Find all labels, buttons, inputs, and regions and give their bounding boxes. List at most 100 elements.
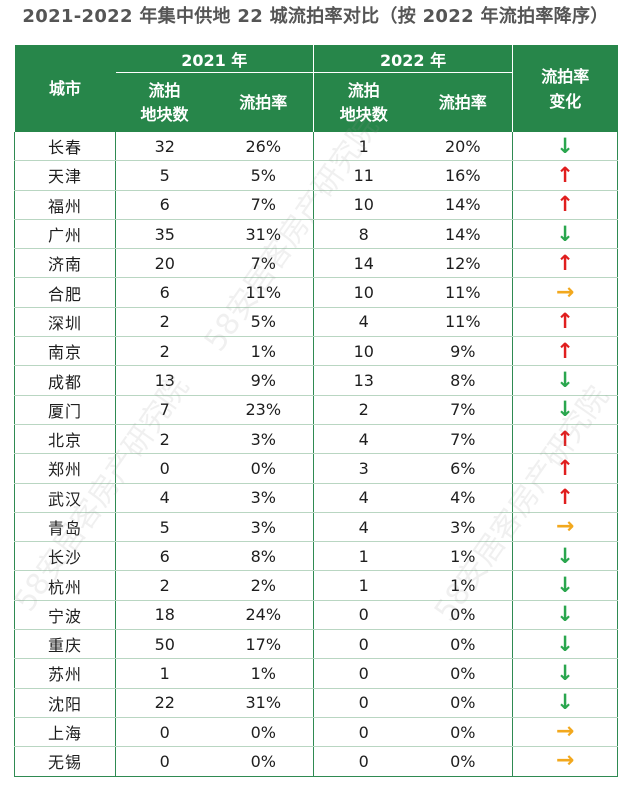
change-cell: →: [512, 277, 619, 308]
arrow-up-icon: ↑: [556, 309, 574, 334]
count-2021-cell: 22: [115, 688, 214, 718]
rate-2021-cell: 0%: [213, 746, 314, 777]
city-cell: 长春: [14, 132, 116, 162]
arrow-up-icon: ↑: [556, 192, 574, 217]
city-cell: 武汉: [14, 483, 116, 513]
rate-2021-cell: 31%: [213, 219, 314, 250]
rate-2021-cell: 3%: [213, 512, 314, 543]
count-2022-cell: 4: [313, 424, 414, 455]
count-2021-cell: 2: [115, 336, 214, 367]
rate-2021-cell: 1%: [213, 658, 314, 689]
header-year-2022: 2022 年: [313, 45, 513, 73]
header-rate-change: 流拍率 变化: [512, 45, 618, 132]
rate-2022-cell: 0%: [413, 600, 513, 631]
count-2021-cell: 6: [115, 190, 214, 220]
count-2022-cell: 0: [313, 629, 414, 660]
count-2021-cell: 5: [115, 512, 214, 543]
header-2021-rate: 流拍率: [213, 72, 314, 132]
city-cell: 福州: [14, 190, 116, 220]
table-row: 武汉 4 3% 4 4% ↑: [14, 483, 619, 513]
count-2021-cell: 50: [115, 629, 214, 660]
table-row: 郑州 0 0% 3 6% ↑: [14, 453, 619, 484]
arrow-down-icon: ↓: [556, 543, 574, 568]
arrow-up-icon: ↑: [556, 250, 574, 275]
arrow-down-icon: ↓: [556, 690, 574, 715]
change-cell: →: [512, 512, 619, 543]
arrow-right-icon: →: [555, 514, 575, 539]
change-cell: ↓: [512, 688, 619, 718]
table-row: 重庆 50 17% 0 0% ↓: [14, 629, 619, 660]
count-2022-cell: 4: [313, 483, 414, 513]
city-cell: 苏州: [14, 658, 116, 689]
rate-2021-cell: 9%: [213, 365, 314, 396]
city-cell: 青岛: [14, 512, 116, 543]
table-row: 长沙 6 8% 1 1% ↓: [14, 541, 619, 572]
rate-2021-cell: 8%: [213, 541, 314, 572]
arrow-up-icon: ↑: [556, 426, 574, 451]
arrow-right-icon: →: [555, 719, 575, 745]
table-row: 南京 2 1% 10 9% ↑: [14, 336, 619, 367]
header-2022-count: 流拍 地块数: [313, 72, 414, 132]
table-header: 城市 2021 年 2022 年 流拍率 变化 流拍 地块数 流拍率 流拍 地块数 流…: [14, 45, 618, 132]
rate-2021-cell: 0%: [213, 453, 314, 484]
rate-2021-cell: 5%: [213, 160, 314, 191]
arrow-down-icon: ↓: [556, 631, 574, 656]
arrow-down-icon: ↓: [556, 397, 574, 422]
count-2021-cell: 2: [115, 424, 214, 455]
count-2022-cell: 2: [313, 395, 414, 425]
rate-2021-cell: 17%: [213, 629, 314, 660]
arrow-right-icon: →: [555, 748, 575, 774]
change-cell: ↑: [512, 307, 619, 338]
table-row: 无锡 0 0% 0 0% →: [14, 746, 619, 777]
rate-2022-cell: 1%: [413, 541, 513, 572]
rate-2022-cell: 14%: [413, 219, 513, 250]
rate-2021-cell: 24%: [213, 600, 314, 631]
count-2022-cell: 4: [313, 307, 414, 338]
city-cell: 南京: [14, 336, 116, 367]
city-cell: 长沙: [14, 541, 116, 572]
rate-2021-cell: 0%: [213, 717, 314, 748]
count-2021-cell: 32: [115, 132, 214, 162]
rate-2021-cell: 7%: [213, 190, 314, 220]
count-2021-cell: 2: [115, 307, 214, 338]
count-2022-cell: 0: [313, 746, 414, 777]
table-row: 沈阳 22 31% 0 0% ↓: [14, 688, 619, 718]
change-cell: ↑: [512, 160, 619, 191]
table-row: 宁波 18 24% 0 0% ↓: [14, 600, 619, 631]
arrow-down-icon: ↓: [556, 368, 574, 393]
city-cell: 杭州: [14, 570, 116, 601]
count-2021-cell: 6: [115, 277, 214, 308]
rate-2022-cell: 4%: [413, 483, 513, 513]
city-cell: 北京: [14, 424, 116, 455]
count-2021-cell: 20: [115, 248, 214, 279]
header-2021-count: 流拍 地块数: [115, 72, 214, 132]
rate-2022-cell: 0%: [413, 658, 513, 689]
count-2021-cell: 13: [115, 365, 214, 396]
city-cell: 济南: [14, 248, 116, 279]
rate-2021-cell: 3%: [213, 424, 314, 455]
change-cell: ↑: [512, 336, 619, 367]
count-2021-cell: 6: [115, 541, 214, 572]
count-2022-cell: 13: [313, 365, 414, 396]
table-row: 福州 6 7% 10 14% ↑: [14, 190, 619, 220]
arrow-down-icon: ↓: [556, 133, 574, 158]
table-row: 合肥 6 11% 10 11% →: [14, 277, 619, 308]
count-2021-cell: 7: [115, 395, 214, 425]
rate-2022-cell: 0%: [413, 717, 513, 748]
rate-2022-cell: 0%: [413, 688, 513, 718]
count-2021-cell: 0: [115, 453, 214, 484]
count-2021-cell: 0: [115, 746, 214, 777]
change-cell: ↑: [512, 453, 619, 484]
table-row: 广州 35 31% 8 14% ↓: [14, 219, 619, 250]
count-2022-cell: 10: [313, 190, 414, 220]
rate-2021-cell: 31%: [213, 688, 314, 718]
page-title: 2021-2022 年集中供地 22 城流拍率对比（按 2022 年流拍率降序）: [22, 6, 609, 27]
city-cell: 深圳: [14, 307, 116, 338]
header-year-2021: 2021 年: [115, 45, 314, 73]
city-cell: 郑州: [14, 453, 116, 484]
change-cell: ↓: [512, 629, 619, 660]
rate-2022-cell: 20%: [413, 132, 513, 162]
rate-2022-cell: 6%: [413, 453, 513, 484]
count-2022-cell: 0: [313, 688, 414, 718]
rate-2021-cell: 3%: [213, 483, 314, 513]
